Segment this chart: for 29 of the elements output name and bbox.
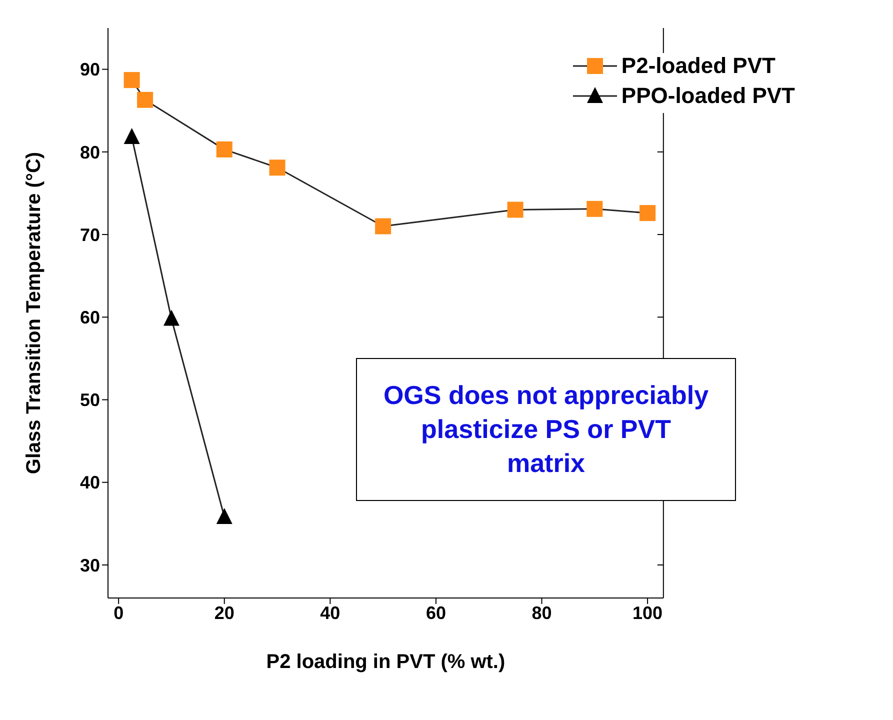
- y-tick-label: 70: [80, 224, 100, 245]
- point: [137, 92, 154, 108]
- point: [216, 141, 232, 158]
- y-tick-label: 80: [80, 142, 100, 162]
- point: [216, 508, 232, 524]
- point: [640, 205, 656, 222]
- x-tick-label: 40: [320, 602, 340, 623]
- y-axis-title: Glass Transition Temperature (°C): [23, 152, 46, 474]
- y-tick-label: 50: [80, 390, 100, 410]
- x-tick-label: 0: [114, 602, 124, 623]
- legend-label: PPO-loaded PVT: [621, 83, 795, 109]
- y-tick-label: 60: [80, 308, 100, 328]
- x-tick-label: 60: [426, 602, 446, 623]
- point: [586, 200, 603, 217]
- point: [163, 310, 180, 326]
- x-axis-title: P2 loading in PVT (% wt.): [266, 651, 506, 673]
- point: [124, 128, 140, 144]
- annotation: OGS does not appreciably plasticize PS or PVT matrix: [356, 358, 736, 502]
- point: [124, 72, 140, 88]
- y-tick-label: 90: [80, 60, 100, 80]
- point: [507, 202, 524, 218]
- y-tick-label: 40: [80, 472, 100, 493]
- point: [269, 160, 286, 176]
- y-tick-label: 30: [80, 555, 100, 576]
- x-tick-label: 100: [632, 602, 663, 623]
- x-tick-label: 80: [532, 602, 552, 623]
- point: [375, 218, 392, 234]
- legend-label: P2-loaded PVT: [621, 53, 776, 79]
- x-tick-label: 20: [214, 602, 234, 623]
